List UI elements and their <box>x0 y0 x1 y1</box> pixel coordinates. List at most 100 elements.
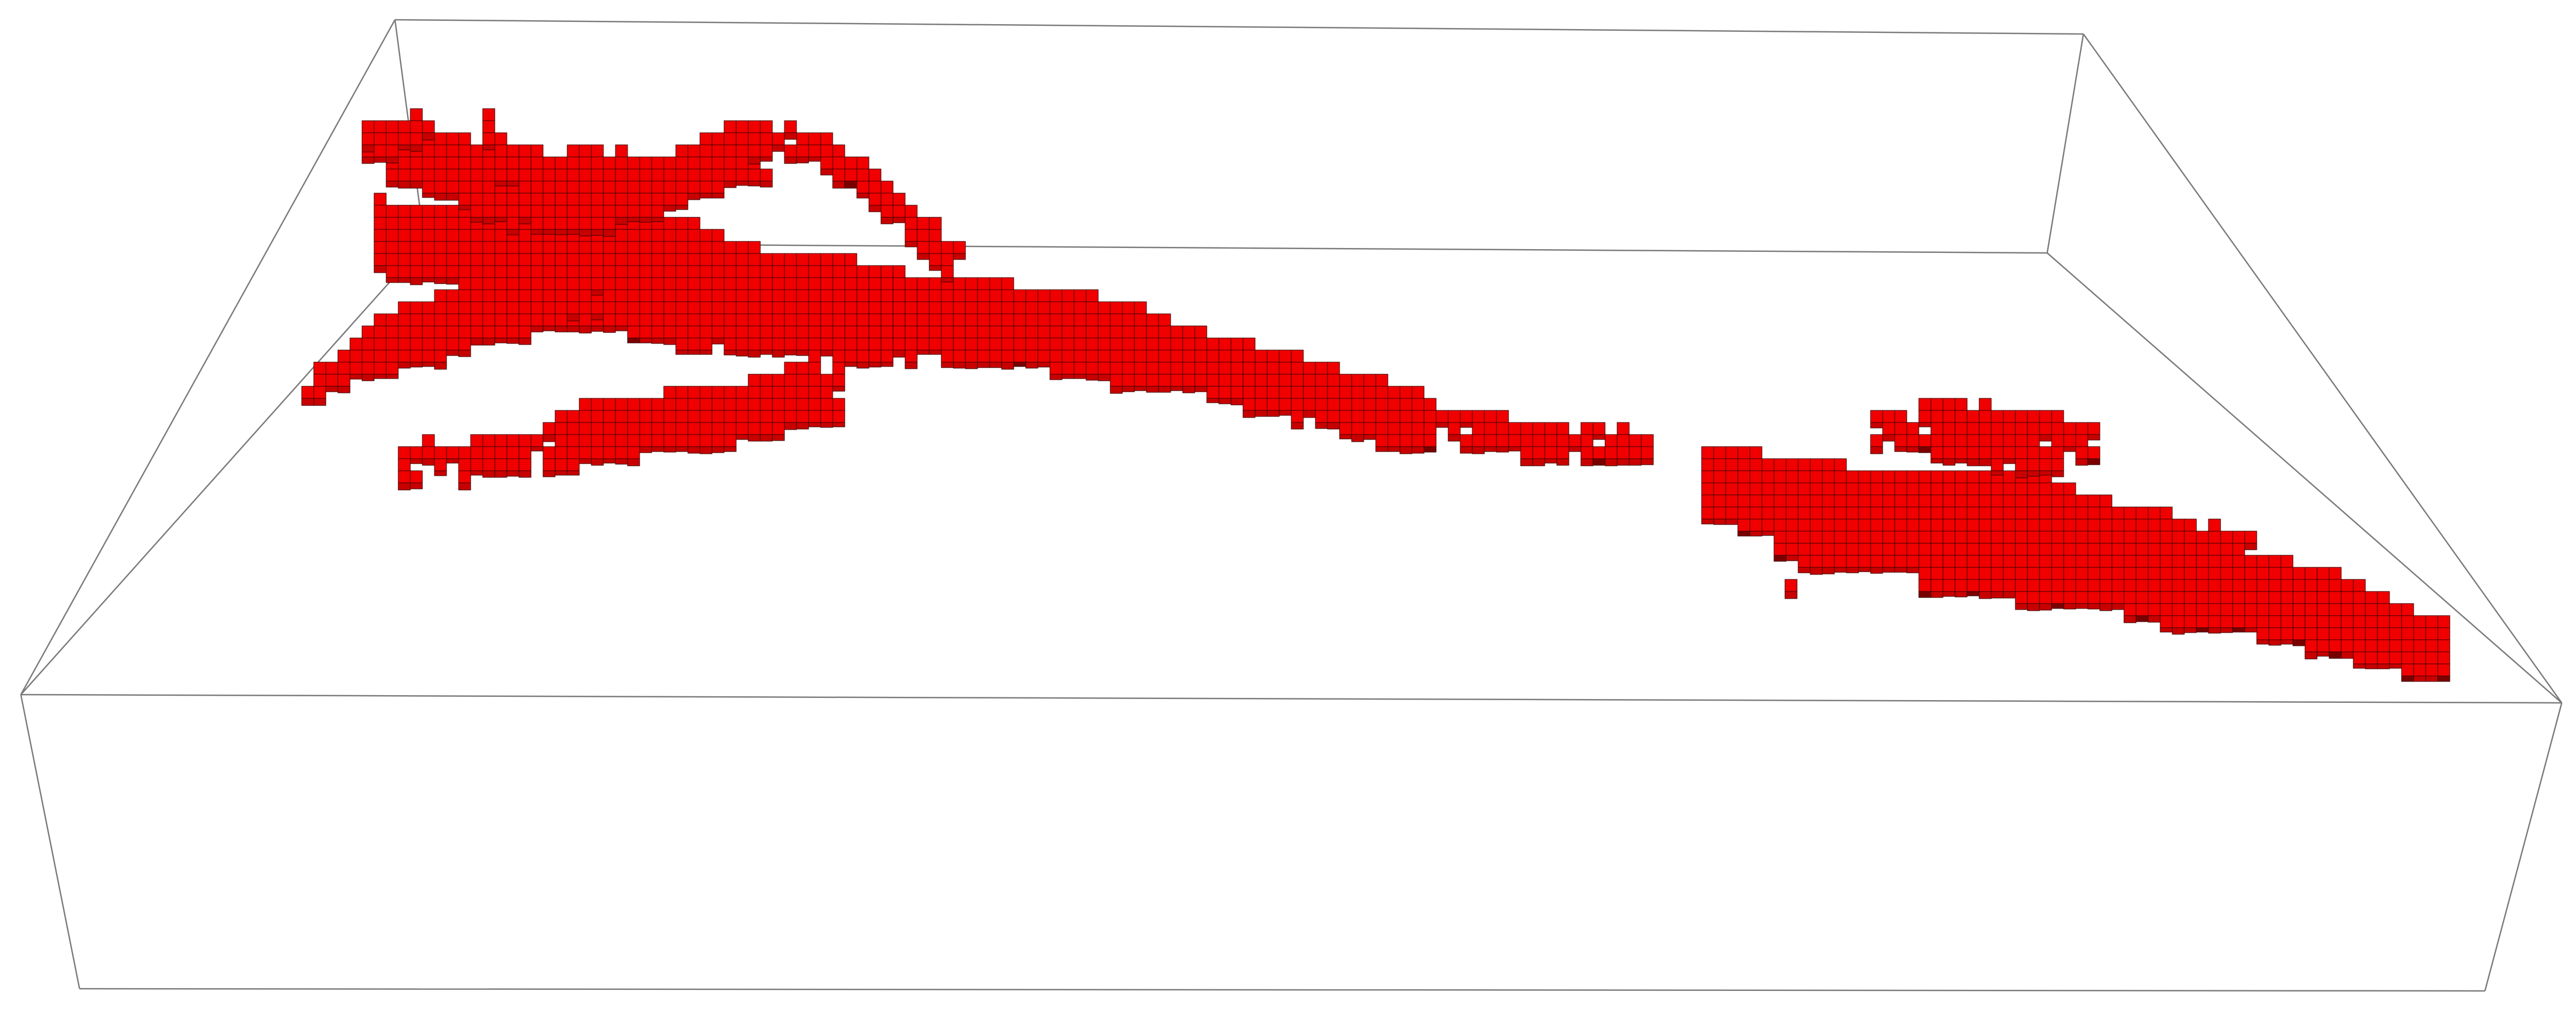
voxel <box>1882 422 1895 442</box>
voxel <box>1954 446 1968 464</box>
voxel <box>820 337 833 357</box>
voxel <box>2208 615 2221 634</box>
voxel <box>2341 639 2354 659</box>
voxel <box>2148 603 2161 623</box>
voxel <box>2280 627 2293 645</box>
voxel <box>603 217 616 237</box>
voxel <box>422 265 435 283</box>
voxel <box>1979 446 1992 466</box>
voxel <box>1194 374 1207 392</box>
voxel <box>1568 434 1581 452</box>
voxel <box>892 205 906 223</box>
voxel <box>1882 555 1895 573</box>
voxel <box>1605 446 1618 466</box>
voxel <box>337 374 351 393</box>
box-edge <box>20 694 81 989</box>
voxel <box>820 410 833 428</box>
voxel <box>1363 422 1376 440</box>
voxel <box>518 458 532 478</box>
voxel <box>361 362 375 381</box>
voxel <box>2196 615 2209 633</box>
voxel <box>1520 446 1533 466</box>
voxel <box>675 193 688 210</box>
voxel <box>482 205 495 224</box>
voxel <box>627 205 640 222</box>
voxel <box>917 241 930 260</box>
voxel <box>2377 651 2390 669</box>
voxel <box>422 120 435 140</box>
voxel <box>1327 410 1340 430</box>
voxel <box>1858 555 1871 572</box>
voxel <box>1049 362 1063 380</box>
voxel <box>1592 446 1606 466</box>
voxel <box>868 193 882 212</box>
voxel <box>1484 434 1497 452</box>
voxel <box>784 337 797 356</box>
voxel <box>422 350 435 367</box>
voxel <box>1701 506 1714 525</box>
voxel <box>651 434 664 452</box>
voxel <box>2027 591 2040 611</box>
voxel <box>591 446 604 466</box>
voxel <box>506 325 519 344</box>
voxel <box>2087 446 2100 465</box>
voxel <box>808 144 821 162</box>
voxel <box>953 241 966 260</box>
voxel <box>1279 398 1292 416</box>
voxel <box>494 205 507 222</box>
voxel <box>2160 615 2173 633</box>
voxel <box>446 265 459 285</box>
voxel <box>398 132 411 150</box>
voxel <box>579 313 592 334</box>
voxel <box>2413 663 2426 682</box>
voxel <box>555 217 568 235</box>
voxel <box>856 181 869 199</box>
voxel <box>1013 350 1026 367</box>
voxel <box>446 337 459 356</box>
voxel <box>2268 627 2281 646</box>
voxel <box>820 156 833 176</box>
voxel <box>615 205 628 225</box>
voxel <box>2039 458 2052 476</box>
voxel <box>591 277 604 296</box>
voxel <box>567 217 580 235</box>
voxel <box>627 446 640 466</box>
voxel <box>699 181 713 199</box>
voxel <box>1991 458 2004 476</box>
voxel <box>313 386 326 406</box>
voxel <box>724 434 737 452</box>
voxel <box>374 253 387 273</box>
voxel <box>1786 543 1799 561</box>
voxel <box>1894 434 1907 452</box>
voxel <box>784 144 797 164</box>
voxel <box>1894 555 1907 573</box>
voxel <box>736 168 749 186</box>
voxel <box>832 374 845 392</box>
voxel <box>470 325 483 346</box>
voxel <box>1846 555 1859 573</box>
voxel <box>1761 519 1775 536</box>
voxel <box>748 144 761 165</box>
voxel <box>675 337 688 355</box>
voxel <box>518 205 532 224</box>
voxel <box>1255 398 1268 417</box>
voxel <box>1339 422 1352 439</box>
voxel <box>2015 591 2028 610</box>
voxel <box>603 446 616 464</box>
voxel <box>555 313 568 333</box>
voxel <box>760 422 773 442</box>
voxel <box>989 350 1002 368</box>
voxel <box>651 325 664 344</box>
voxel <box>2063 591 2076 610</box>
voxel <box>2003 446 2016 464</box>
voxel <box>410 446 423 464</box>
voxel <box>1315 410 1328 429</box>
voxel <box>386 168 399 188</box>
voxel <box>832 410 845 427</box>
voxel <box>1206 386 1219 403</box>
voxel <box>1641 446 1654 465</box>
voxel <box>832 168 845 189</box>
voxel <box>699 337 713 355</box>
voxel <box>2292 627 2306 646</box>
